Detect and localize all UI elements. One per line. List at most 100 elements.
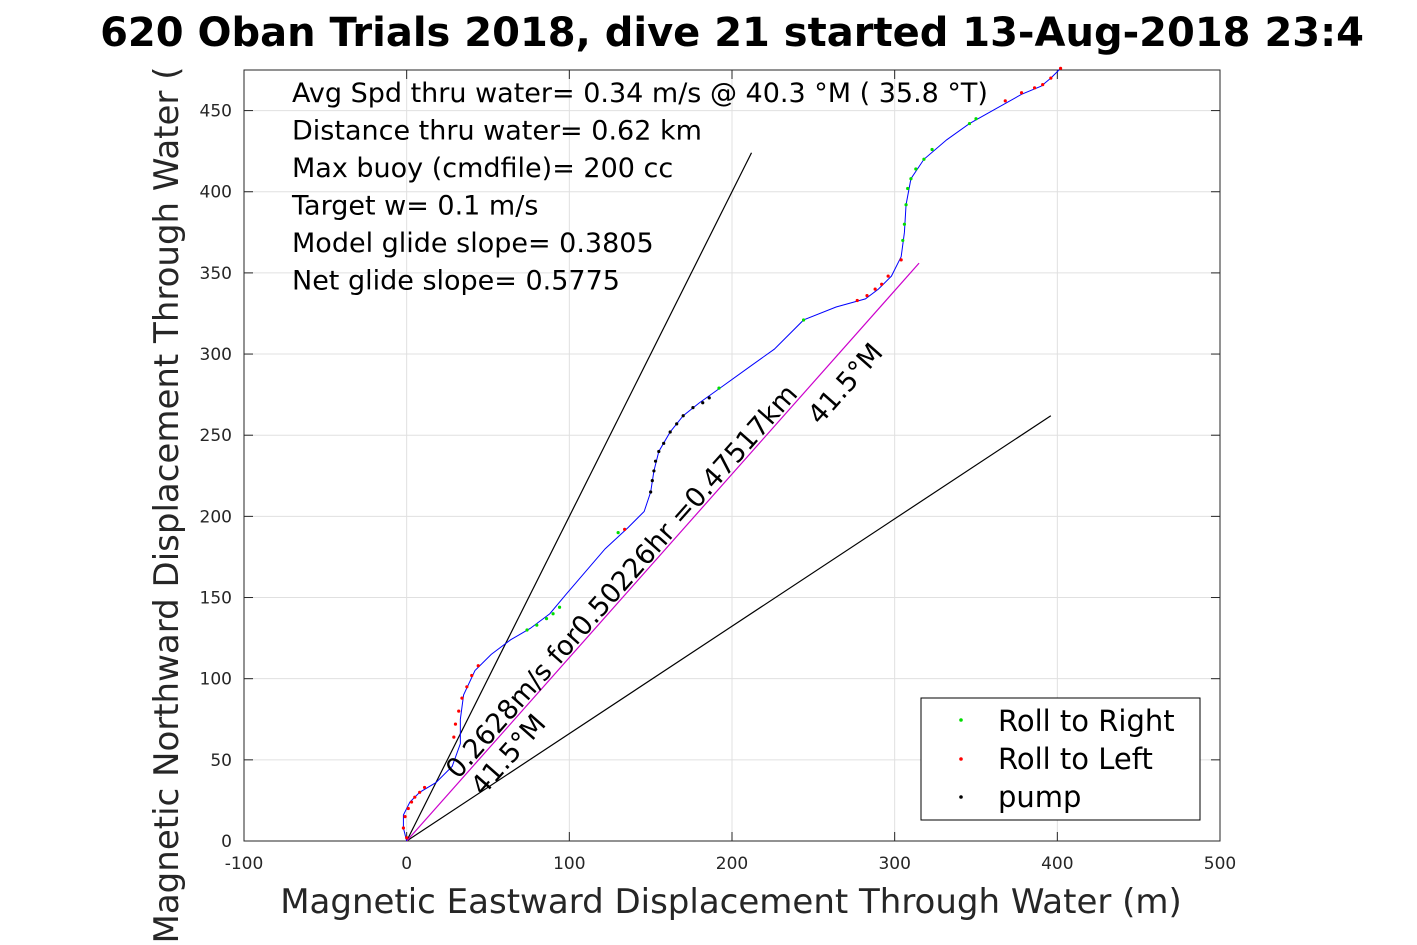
pump-point	[675, 422, 679, 426]
roll-left-point	[453, 722, 458, 726]
legend-label-pump: pump	[998, 780, 1081, 814]
x-tick-label: 0	[401, 854, 412, 874]
roll-right-point	[551, 612, 555, 616]
roll-right-point	[717, 386, 721, 390]
pump-point	[668, 430, 672, 434]
roll-left-point	[899, 258, 903, 262]
annotation-line: Target w= 0.1 m/s	[291, 191, 538, 222]
roll-right-point	[525, 628, 529, 632]
roll-right-point	[922, 157, 926, 161]
y-tick-label: 150	[200, 589, 232, 609]
roll-left-point	[880, 282, 884, 286]
glide-line-steep	[406, 152, 753, 842]
pump-point	[681, 414, 685, 418]
y-tick-label: 100	[200, 670, 232, 690]
roll-left-point	[452, 735, 456, 739]
y-tick-label: 250	[200, 426, 232, 446]
legend-marker-roll-left	[959, 757, 963, 761]
reference-lines	[406, 152, 1052, 842]
legend-label-roll-right: Roll to Right	[998, 704, 1175, 738]
pump-point	[653, 459, 658, 463]
annotation-line: Net glide slope= 0.5775	[292, 266, 620, 297]
current-label: 0.2628m/s for0.50226hr =0.47517km	[440, 379, 804, 785]
roll-left-point	[405, 836, 409, 840]
grid-lines	[243, 70, 1221, 842]
roll-left-point	[1041, 83, 1045, 87]
y-tick-label: 450	[200, 102, 232, 122]
y-tick-label: 200	[200, 507, 232, 527]
annotation-line: Distance thru water= 0.62 km	[292, 116, 702, 147]
y-tick-label: 0	[221, 832, 232, 852]
pump-point	[649, 490, 653, 494]
roll-right-point	[535, 623, 539, 627]
annotation-block: Avg Spd thru water= 0.34 m/s @ 40.3 °M (…	[291, 78, 988, 297]
track-series	[402, 68, 1061, 842]
roll-left-point	[1003, 99, 1007, 103]
pump-point	[701, 401, 705, 405]
chart-title: 620 Oban Trials 2018, dive 21 started 13…	[100, 10, 1364, 56]
x-axis-label: Magnetic Eastward Displacement Through W…	[280, 882, 1182, 922]
roll-right-point	[967, 121, 972, 126]
roll-left-point	[457, 709, 461, 713]
pump-point	[707, 396, 711, 400]
track-line	[402, 68, 1061, 842]
roll-left-point	[409, 800, 414, 804]
y-tick-label: 300	[200, 345, 232, 365]
roll-right-point	[909, 177, 913, 181]
legend-label-roll-left: Roll to Left	[998, 742, 1153, 776]
legend-marker-roll-right	[959, 718, 963, 722]
pump-point	[691, 406, 695, 410]
roll-right-point	[906, 186, 910, 191]
legend-marker-pump	[959, 795, 963, 799]
x-tick-label: 500	[1204, 854, 1236, 874]
roll-left-point	[1032, 86, 1037, 90]
legend-box	[920, 697, 1201, 821]
annotation-line: Max buoy (cmdfile)= 200 cc	[292, 153, 673, 184]
roll-left-point	[855, 298, 859, 303]
roll-left-point	[422, 785, 427, 790]
y-axis-ticks: 0 50 100 150 200 250 300 350 400 450	[200, 102, 1220, 852]
roll-left-point	[1058, 66, 1063, 70]
annotation-line: Model glide slope= 0.3805	[292, 228, 654, 259]
roll-right-point	[544, 617, 549, 621]
roll-right-point	[901, 238, 905, 243]
roll-right-point	[557, 605, 562, 609]
pump-point	[657, 449, 661, 454]
y-tick-label: 400	[200, 183, 232, 203]
marker-series	[401, 66, 1063, 840]
roll-right-point	[801, 318, 806, 322]
y-tick-label: 350	[200, 264, 232, 284]
roll-left-point	[873, 287, 877, 291]
roll-left-point	[865, 294, 869, 298]
pump-point	[662, 441, 666, 445]
current-direction-line	[406, 262, 920, 842]
roll-left-point	[470, 673, 474, 678]
roll-left-point	[413, 795, 417, 799]
y-axis-label: Magnetic Northward Displacement Through …	[147, 67, 187, 944]
current-heading-label-top: 41.5°M	[802, 338, 889, 431]
legend: Roll to Right Roll to Left pump	[920, 697, 1201, 821]
roll-right-point	[904, 203, 908, 207]
x-tick-label: -100	[225, 854, 264, 874]
x-tick-label: 200	[716, 854, 748, 874]
roll-left-point	[1049, 76, 1053, 80]
roll-right-point	[974, 117, 978, 121]
x-axis-ticks: -100 0 100 200 300 400 500	[225, 70, 1236, 874]
roll-left-point	[465, 685, 469, 689]
roll-right-point	[914, 167, 918, 171]
roll-left-point	[403, 815, 407, 819]
roll-left-point	[401, 826, 406, 830]
roll-right-point	[902, 222, 907, 226]
roll-left-point	[1019, 91, 1024, 95]
y-tick-label: 50	[210, 751, 232, 771]
roll-right-point	[930, 147, 934, 152]
roll-left-point	[886, 274, 890, 278]
roll-left-point	[623, 527, 627, 531]
pump-point	[650, 479, 654, 483]
x-tick-label: 400	[1041, 854, 1073, 874]
x-tick-label: 100	[553, 854, 585, 874]
roll-left-point	[460, 696, 464, 700]
pump-point	[652, 469, 656, 473]
x-tick-label: 300	[878, 854, 910, 874]
